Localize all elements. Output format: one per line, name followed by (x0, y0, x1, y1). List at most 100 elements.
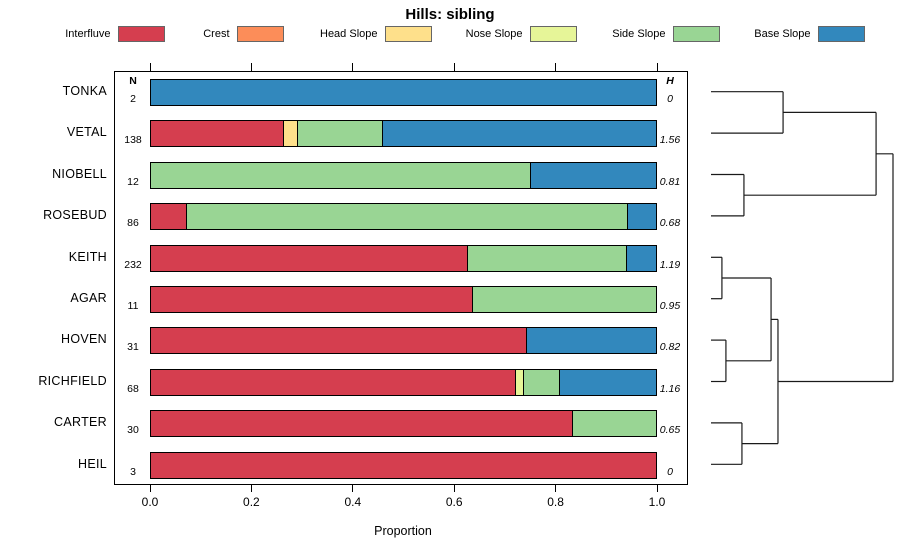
legend-label: Crest (203, 28, 230, 40)
n-value: 12 (127, 175, 139, 188)
n-value: 3 (130, 465, 136, 478)
legend-item: Nose Slope (400, 26, 577, 42)
stacked-bar (150, 244, 657, 272)
tick-label: 1.0 (648, 495, 666, 509)
stacked-bar (150, 327, 657, 355)
bar-segment (381, 121, 656, 147)
legend-swatch (117, 26, 165, 42)
x-axis-title: Proportion (374, 524, 432, 538)
legend-item: Interfluve (0, 26, 165, 42)
h-value: 0.82 (659, 341, 681, 354)
bar-segment (151, 80, 656, 105)
stacked-bar (150, 410, 657, 438)
bar-row: 138 1.56 (115, 113, 687, 154)
axis-tick (656, 485, 658, 492)
tick-label: 0.8 (547, 495, 564, 509)
h-value: 0.68 (659, 217, 681, 230)
plot-area: N H 2 0 138 1.56 12 0.81 86 0.68 232 1.19 11 0.95 31… (114, 71, 688, 485)
legend-swatch (817, 26, 865, 42)
bar-segment (151, 411, 572, 437)
legend-swatch (672, 26, 720, 42)
legend-swatch (236, 26, 284, 42)
bar-segment (522, 369, 560, 395)
stacked-bar (150, 286, 657, 313)
bar-segment (186, 204, 627, 230)
chart-title: Hills: sibling (405, 6, 495, 23)
tick-label: 0.2 (243, 495, 260, 509)
h-value: 1.16 (659, 382, 681, 395)
n-value: 232 (124, 258, 142, 271)
bar-row: 30 0.65 (115, 403, 687, 444)
axis-tick (149, 485, 151, 492)
h-column-header: H (666, 75, 674, 87)
axis-tick (250, 485, 252, 492)
h-value: 1.56 (659, 134, 681, 147)
axis-tick (555, 485, 557, 492)
bar-segment (282, 121, 298, 147)
n-value: 31 (127, 341, 139, 354)
legend-item: Side Slope (543, 26, 720, 42)
bar-segment (151, 245, 467, 271)
row-label: CARTER (54, 415, 107, 430)
h-value: 0 (667, 93, 673, 105)
bar-segment (151, 287, 473, 312)
bar-segment (151, 369, 516, 395)
tick-label: 0.4 (344, 495, 362, 509)
stacked-bar (150, 161, 657, 189)
stacked-bar (150, 451, 657, 479)
bar-segment (525, 328, 656, 354)
h-value: 0 (667, 465, 673, 478)
h-value: 0.81 (659, 175, 681, 188)
legend-label: Base Slope (754, 28, 811, 40)
legend-label: Nose Slope (465, 28, 523, 40)
axis-tick (352, 485, 354, 492)
bar-segment (151, 204, 187, 230)
n-value: 86 (127, 217, 139, 230)
n-column-header: N (129, 75, 137, 87)
row-label: KEITH (68, 249, 107, 264)
row-label: NIOBELL (52, 166, 107, 181)
axis-tick (453, 485, 455, 492)
row-label: ROSEBUD (43, 208, 107, 223)
row-label: AGAR (70, 291, 107, 305)
bar-row: 11 0.95 (115, 279, 687, 320)
bar-segment (151, 121, 283, 147)
bar-row: 86 0.68 (115, 196, 687, 237)
axis-tick (555, 63, 557, 71)
legend-swatch (384, 26, 432, 42)
bar-segment (466, 245, 626, 271)
bar-row: 12 0.81 (115, 155, 687, 196)
axis-tick (656, 63, 658, 71)
legend-item: Crest (107, 26, 284, 42)
axis-tick (250, 63, 252, 71)
bar-segment (151, 452, 656, 478)
legend-item: Base Slope (688, 26, 865, 42)
row-label: HEIL (78, 456, 107, 471)
stacked-bar (150, 203, 657, 231)
bar-segment (151, 328, 526, 354)
axis-tick (453, 63, 455, 71)
row-label: TONKA (62, 84, 107, 98)
axis-tick (352, 63, 354, 71)
h-value: 1.19 (659, 258, 681, 271)
bar-segment (297, 121, 382, 147)
legend-label: Head Slope (320, 28, 378, 40)
legend-label: Interfluve (65, 28, 111, 40)
tick-label: 0.0 (141, 495, 159, 509)
legend-item: Head Slope (255, 26, 432, 42)
bar-row: 31 0.82 (115, 320, 687, 361)
stacked-bar (150, 368, 657, 396)
n-value: 138 (124, 134, 142, 147)
bar-segment (515, 369, 523, 395)
bar-segment (151, 162, 530, 188)
bar-segment (559, 369, 656, 395)
row-label: VETAL (66, 125, 107, 140)
row-label: RICHFIELD (38, 373, 107, 388)
n-value: 68 (127, 382, 139, 395)
bar-segment (472, 287, 656, 312)
stacked-bar (150, 120, 657, 148)
row-label: HOVEN (61, 332, 107, 347)
